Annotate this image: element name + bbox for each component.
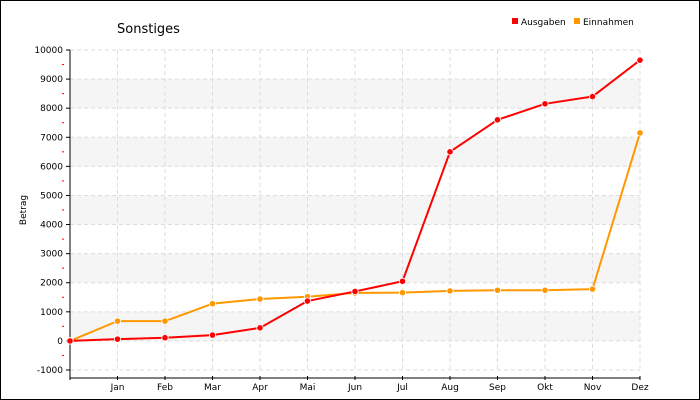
y-tick-label: 0 — [57, 337, 63, 347]
y-tick-label: 1000 — [40, 308, 63, 318]
data-point-einnahmen — [446, 287, 454, 295]
y-tick-label: 6000 — [40, 162, 63, 172]
data-point-einnahmen — [208, 300, 217, 308]
legend: Ausgaben Einnahmen — [512, 18, 634, 28]
data-point-ausgaben — [256, 324, 264, 332]
y-tick-label: 4000 — [40, 221, 63, 231]
data-point-ausgaben — [208, 331, 217, 339]
data-point-einnahmen — [113, 317, 122, 325]
y-axis-label: Betrag — [19, 195, 29, 225]
data-point-ausgaben — [161, 334, 169, 342]
data-point-ausgaben — [588, 92, 597, 101]
legend-label: Ausgaben — [521, 18, 566, 28]
data-point-einnahmen — [636, 129, 644, 137]
data-point-einnahmen — [161, 317, 169, 325]
x-tick-label: Jul — [396, 383, 408, 393]
x-tick-label: Apr — [252, 383, 268, 393]
x-tick-label: Nov — [584, 383, 602, 393]
y-tick-label: 3000 — [40, 250, 63, 260]
x-tick-label: Sep — [489, 383, 506, 393]
data-point-einnahmen — [398, 289, 407, 297]
x-tick-label: Mar — [204, 383, 221, 393]
data-point-ausgaben — [113, 335, 122, 343]
x-tick-label: Mai — [300, 383, 316, 393]
x-tick-label: Jan — [110, 383, 125, 393]
legend-swatch — [512, 18, 518, 24]
data-point-ausgaben — [446, 148, 454, 156]
y-tick-label: -1000 — [37, 366, 63, 376]
data-point-einnahmen — [493, 286, 502, 294]
data-point-ausgaben — [493, 116, 502, 124]
data-point-ausgaben — [541, 100, 549, 108]
y-tick-label: 9000 — [40, 75, 63, 85]
x-tick-label: Aug — [441, 383, 459, 393]
y-tick-label: 8000 — [40, 104, 63, 114]
y-tick-label: 5000 — [40, 191, 63, 201]
data-point-ausgaben — [636, 56, 644, 64]
y-tick-label: 2000 — [40, 279, 63, 289]
x-tick-label: Jun — [347, 383, 362, 393]
data-point-einnahmen — [256, 295, 264, 303]
y-axis-ticks: -1000 0 1000 2000 3000 4000 5000 6000 7000 8000 90… — [34, 46, 70, 376]
grid-lines — [70, 49, 641, 371]
y-tick-label: 10000 — [34, 46, 63, 56]
background-bands — [70, 79, 640, 341]
legend-label: Einnahmen — [583, 18, 634, 28]
x-tick-label: Feb — [157, 383, 173, 393]
x-axis-ticks: Jan Feb Mar Apr Mai Jun Jul Aug Sep Okt Nov Dez — [69, 376, 649, 393]
data-point-ausgaben — [303, 297, 312, 305]
x-tick-label: Dez — [631, 383, 648, 393]
y-tick-label: 7000 — [40, 133, 63, 143]
legend-swatch — [574, 18, 580, 24]
data-point-ausgaben — [398, 277, 407, 285]
x-tick-label: Okt — [537, 383, 553, 393]
chart-title: Sonstiges — [117, 22, 180, 37]
data-point-einnahmen — [541, 286, 549, 294]
data-point-ausgaben — [351, 287, 359, 296]
series-points — [66, 56, 644, 345]
data-point-ausgaben — [66, 337, 74, 345]
data-point-einnahmen — [588, 285, 597, 293]
